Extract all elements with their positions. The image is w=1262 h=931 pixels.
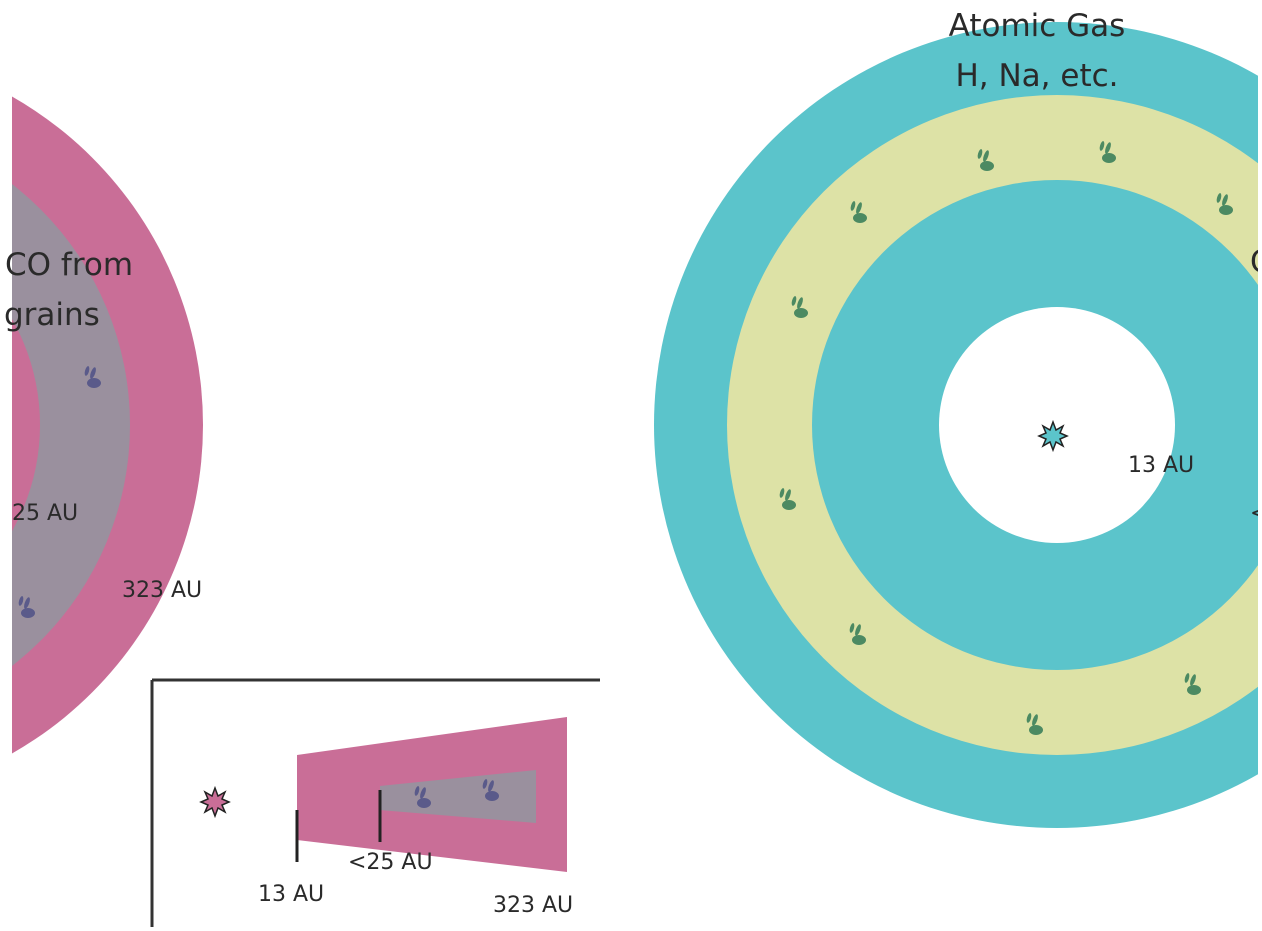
side-view-panel: 13 AU <25 AU 323 AU bbox=[150, 678, 600, 927]
grain-wedge bbox=[380, 770, 536, 823]
left-inner-radius-label: 25 AU bbox=[12, 501, 78, 526]
grains-label: grains bbox=[4, 297, 100, 333]
inner-cavity bbox=[939, 307, 1175, 543]
atomic-gas-title: Atomic Gas bbox=[949, 8, 1126, 44]
star-icon bbox=[1038, 421, 1068, 451]
co-inner-disk bbox=[12, 318, 40, 532]
right-inner-radius-label: 13 AU bbox=[1128, 453, 1194, 478]
co-disk-face-on bbox=[12, 96, 203, 754]
grain-band bbox=[12, 184, 130, 666]
side-inner-label: 13 AU bbox=[258, 882, 324, 907]
partial-lower-label: < bbox=[1250, 501, 1262, 526]
left-outer-radius-label: 323 AU bbox=[122, 578, 202, 603]
star-icon bbox=[200, 787, 230, 817]
side-mid-label: <25 AU bbox=[348, 850, 433, 875]
atomic-gas-subtitle: H, Na, etc. bbox=[955, 58, 1118, 94]
side-outer-label: 323 AU bbox=[493, 893, 573, 918]
partial-right-label: C bbox=[1250, 244, 1262, 280]
co-from-label: CO from bbox=[5, 247, 133, 283]
atomic-gas-disk: C < bbox=[654, 22, 1262, 828]
